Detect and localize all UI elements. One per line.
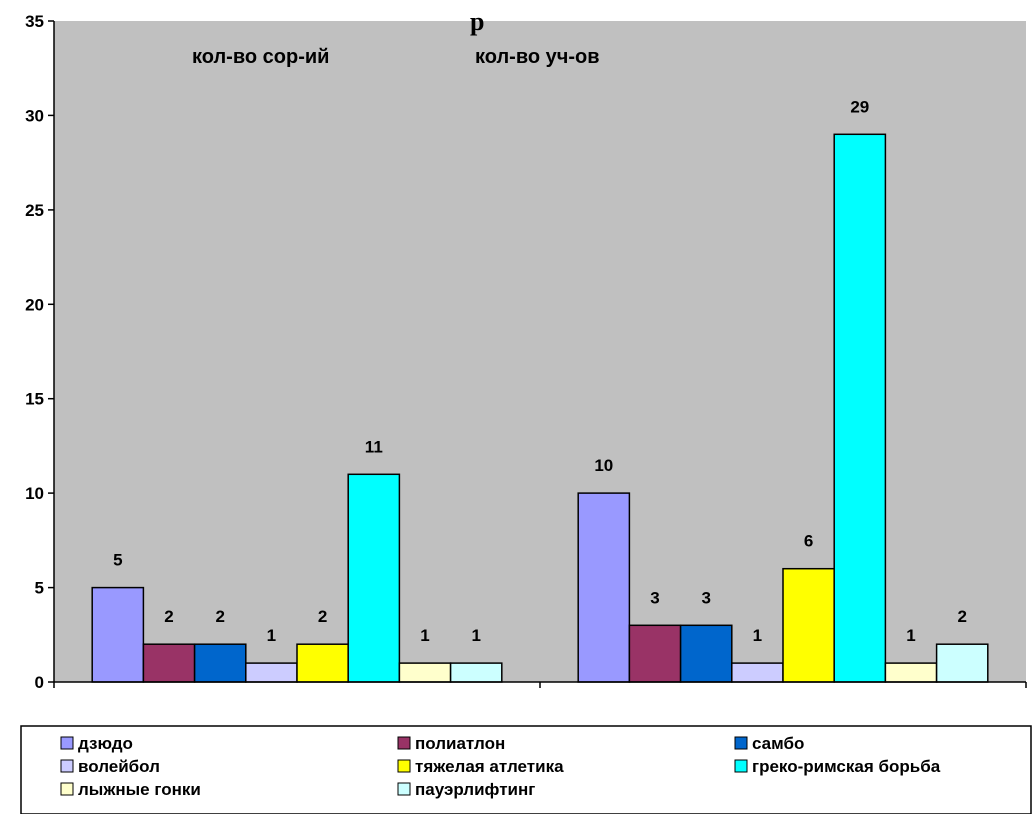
bar-0-3 [245, 662, 298, 683]
chart-title: р [470, 7, 484, 36]
legend-swatch-2 [734, 736, 748, 750]
value-label-1-2: 3 [701, 588, 710, 607]
bar-1-0 [577, 492, 631, 683]
value-label-1-4: 6 [804, 532, 813, 551]
value-label-0-4: 2 [318, 607, 327, 626]
group-title-1: кол-во уч-ов [475, 46, 600, 68]
legend-box [20, 725, 1032, 814]
y-tick-label-3: 15 [25, 390, 44, 409]
value-label-0-7: 1 [471, 626, 480, 645]
legend-label-4: тяжелая атлетика [415, 757, 564, 776]
bar-1-7 [935, 643, 989, 683]
bar-1-1 [628, 624, 682, 683]
value-label-1-1: 3 [650, 588, 659, 607]
y-tick-label-1: 5 [35, 579, 44, 598]
y-tick-label-7: 35 [25, 12, 44, 31]
legend-swatch-5 [734, 759, 748, 773]
y-tick-label-5: 25 [25, 201, 44, 220]
legend-swatch-3 [60, 759, 74, 773]
legend-label-6: лыжные гонки [78, 780, 201, 799]
bar-1-4 [782, 567, 835, 683]
legend-label-2: самбо [752, 734, 804, 753]
bar-0-5 [347, 473, 401, 683]
y-tick-label-6: 30 [25, 106, 44, 125]
value-label-0-6: 1 [420, 626, 429, 645]
bar-0-1 [142, 643, 196, 683]
y-tick-label-2: 10 [25, 484, 44, 503]
legend-swatch-4 [397, 759, 411, 773]
value-label-0-1: 2 [164, 607, 173, 626]
legend-swatch-7 [397, 782, 411, 796]
value-label-1-5: 29 [850, 97, 869, 116]
value-label-1-7: 2 [957, 607, 966, 626]
bar-1-2 [679, 624, 733, 683]
legend-swatch-1 [397, 736, 411, 750]
value-label-0-0: 5 [113, 551, 122, 570]
group-title-0: кол-во сор-ий [192, 46, 329, 68]
legend-label-7: пауэрлифтинг [415, 780, 535, 799]
bars-layer [91, 133, 989, 683]
y-ticks-layer: 0 5 10 15 20 25 30 35 [25, 12, 54, 692]
bar-1-3 [731, 662, 784, 683]
legend-label-3: волейбол [78, 757, 160, 776]
y-tick-label-4: 20 [25, 295, 44, 314]
legend-label-0: дзюдо [78, 734, 133, 753]
value-label-0-3: 1 [267, 626, 276, 645]
legend: дзюдо полиатлон самбо волейбол тяжелая атлет… [60, 734, 941, 799]
value-label-1-6: 1 [906, 626, 915, 645]
value-label-0-5: 11 [365, 437, 383, 456]
legend-swatch-0 [60, 736, 74, 750]
value-label-0-2: 2 [215, 607, 224, 626]
bar-0-6 [398, 662, 452, 683]
value-label-1-3: 1 [753, 626, 762, 645]
x-ticks-layer [53, 682, 1027, 688]
bar-0-7 [449, 662, 503, 683]
y-tick-label-0: 0 [35, 673, 44, 692]
legend-swatch-6 [60, 782, 74, 796]
bar-1-5 [833, 133, 887, 683]
bar-0-0 [91, 586, 145, 683]
legend-label-5: греко-римская борьба [752, 757, 941, 776]
value-label-1-0: 10 [594, 456, 613, 475]
bar-0-4 [296, 643, 349, 683]
bar-0-2 [193, 643, 247, 683]
bar-1-6 [884, 662, 938, 683]
legend-label-1: полиатлон [415, 734, 505, 753]
